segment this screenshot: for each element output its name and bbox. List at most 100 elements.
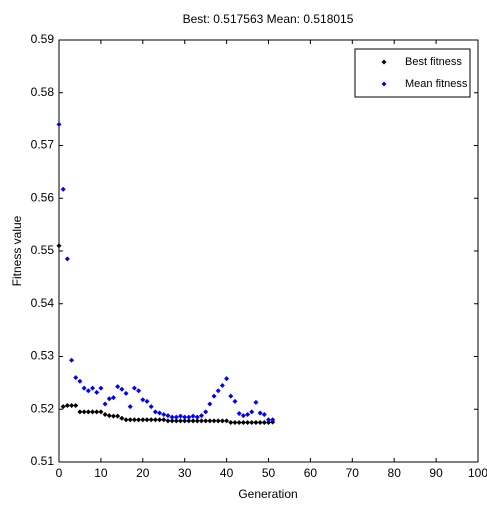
point (257, 419, 263, 425)
point (77, 409, 83, 415)
point (152, 409, 158, 415)
point (215, 418, 221, 424)
point (173, 418, 179, 424)
point (224, 376, 230, 382)
point (266, 419, 271, 425)
point (266, 417, 271, 423)
point (232, 419, 238, 425)
point (157, 410, 163, 416)
point (136, 388, 142, 394)
point (253, 399, 259, 405)
point (94, 409, 100, 415)
point (219, 383, 225, 389)
point (69, 403, 75, 409)
point (106, 413, 112, 419)
point (81, 409, 87, 415)
point (115, 384, 121, 390)
point (102, 412, 108, 418)
legend-label: Mean fitness (405, 78, 468, 90)
x-tick-label: 20 (136, 466, 150, 480)
point (165, 413, 171, 419)
point (140, 417, 146, 423)
x-tick-label: 30 (178, 466, 192, 480)
point (236, 419, 242, 425)
point (144, 398, 150, 404)
point (215, 388, 221, 394)
point (186, 418, 192, 424)
point (169, 414, 175, 420)
point (261, 412, 267, 418)
point (85, 409, 91, 415)
point (178, 418, 184, 424)
point (182, 414, 188, 420)
point (60, 404, 66, 410)
point (131, 417, 137, 423)
point (148, 417, 154, 423)
point (211, 418, 217, 424)
point (257, 410, 263, 416)
point (73, 375, 79, 381)
y-tick-label: 0.52 (31, 401, 55, 415)
y-tick-label: 0.51 (31, 454, 55, 468)
point (148, 404, 154, 410)
point (94, 389, 100, 395)
point (161, 417, 167, 423)
point (119, 415, 125, 421)
x-tick-label: 60 (304, 466, 318, 480)
x-tick-label: 90 (429, 466, 443, 480)
point (64, 256, 70, 262)
point (102, 401, 108, 407)
point (56, 243, 62, 249)
x-tick-label: 50 (262, 466, 276, 480)
point (144, 417, 150, 423)
point (190, 418, 196, 424)
point (182, 418, 188, 424)
point (140, 397, 146, 403)
point (194, 414, 200, 420)
point (110, 395, 116, 401)
point (232, 398, 238, 404)
y-axis-label: Fitness value (10, 215, 24, 286)
point (123, 390, 129, 396)
point (270, 417, 276, 423)
point (207, 401, 213, 407)
point (211, 393, 217, 399)
x-tick-label: 100 (468, 466, 487, 480)
y-tick-label: 0.57 (31, 138, 55, 152)
point (178, 413, 184, 419)
point (73, 403, 79, 409)
point (165, 418, 171, 424)
point (81, 385, 87, 391)
y-tick-label: 0.59 (31, 32, 55, 46)
point (240, 413, 246, 419)
point (64, 403, 70, 409)
x-tick-label: 40 (220, 466, 234, 480)
x-tick-label: 80 (388, 466, 402, 480)
point (203, 418, 209, 424)
point (198, 418, 204, 424)
point (85, 388, 91, 394)
legend-marker (381, 59, 387, 65)
point (131, 385, 137, 391)
point (198, 413, 204, 419)
point (136, 417, 142, 423)
point (115, 413, 121, 419)
point (186, 414, 192, 420)
y-tick-label: 0.58 (31, 85, 55, 99)
point (119, 386, 125, 392)
point (98, 385, 104, 391)
point (224, 418, 230, 424)
point (194, 418, 200, 424)
point (249, 409, 255, 415)
point (245, 412, 251, 418)
point (157, 417, 163, 423)
point (219, 418, 225, 424)
y-tick-label: 0.56 (31, 190, 55, 204)
point (203, 409, 209, 415)
point (127, 417, 133, 423)
point (161, 412, 167, 418)
point (98, 409, 104, 415)
point (261, 419, 267, 425)
point (90, 409, 96, 415)
